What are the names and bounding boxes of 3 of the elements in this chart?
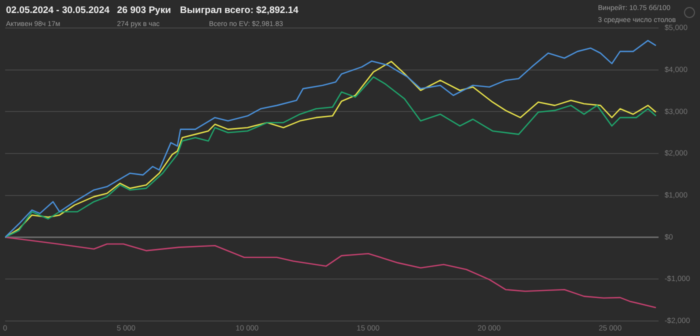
text: 26 903 Руки <box>117 5 171 16</box>
chart-title: 02.05.2024 - 30.05.2024 <box>6 5 110 16</box>
text: Выиграл всего: $2,892.14 <box>180 5 298 16</box>
